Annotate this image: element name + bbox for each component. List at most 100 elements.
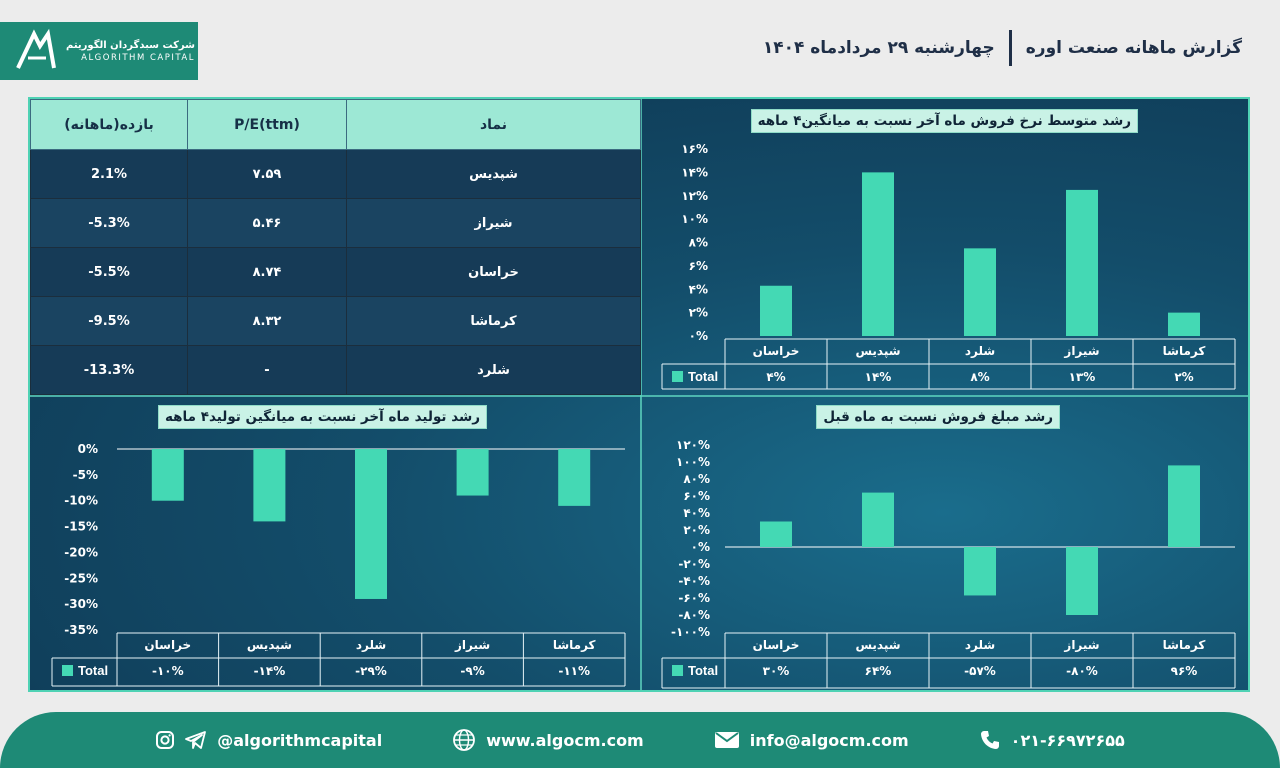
bar — [862, 172, 894, 336]
table-row: -13.3% - شلرد — [30, 345, 641, 395]
y-tick-label: -25% — [64, 571, 98, 585]
divider-vertical — [640, 99, 642, 690]
category-label: شلرد — [356, 638, 386, 652]
y-tick-label: ۱۰۰% — [676, 455, 710, 469]
legend-label: Total — [688, 369, 718, 384]
website-link[interactable]: www.algocm.com — [486, 730, 644, 750]
cell-return: -13.3% — [30, 345, 188, 395]
telegram-icon[interactable] — [185, 730, 207, 750]
data-label: -۸۰% — [1066, 664, 1098, 678]
cell-symbol: خراسان — [346, 247, 641, 297]
footer-phone[interactable]: ۰۲۱-۶۶۹۷۲۶۵۵ — [979, 729, 1125, 751]
cell-return: -5.3% — [30, 198, 188, 248]
y-tick-label: ۰% — [691, 540, 710, 554]
y-tick-label: -20% — [64, 545, 98, 559]
report-title: گزارش ماهانه صنعت اوره — [1025, 38, 1242, 58]
footer-email[interactable]: info@algocm.com — [714, 730, 909, 750]
category-label: شلرد — [965, 344, 995, 358]
data-label: ۴% — [766, 370, 785, 384]
y-tick-label: -۶۰% — [678, 591, 710, 605]
y-tick-label: -۴۰% — [678, 574, 710, 588]
category-label: شیراز — [1063, 638, 1099, 652]
header: گزارش ماهانه صنعت اوره چهارشنبه ۲۹ مرداد… — [763, 30, 1242, 66]
y-tick-label: -5% — [73, 468, 98, 482]
y-tick-label: ۱۶% — [681, 142, 708, 156]
y-tick-label: 0% — [78, 442, 98, 456]
header-symbol: نماد — [346, 99, 641, 150]
bar — [760, 285, 792, 336]
footer-website[interactable]: www.algocm.com — [452, 728, 644, 752]
cell-return: -5.5% — [30, 247, 188, 297]
data-label: -۱۴% — [254, 664, 286, 678]
bar — [964, 547, 996, 596]
logo-icon — [16, 28, 56, 69]
y-tick-label: -۸۰% — [678, 608, 710, 622]
header-return: بازده(ماهانه) — [30, 99, 188, 150]
bar — [1066, 189, 1098, 336]
data-label: -۵۷% — [964, 664, 996, 678]
bar — [456, 449, 489, 496]
category-label: کرماشا — [1163, 344, 1206, 358]
y-tick-label: ۰% — [689, 329, 708, 343]
cell-pe: ۸.۳۲ — [187, 296, 347, 346]
mail-icon — [714, 732, 739, 748]
y-tick-label: -15% — [64, 520, 98, 534]
bar — [964, 248, 996, 336]
chart-title-sales-growth: رشد مبلغ فروش نسبت به ماه قبل — [816, 405, 1060, 429]
chart-title-production-growth: رشد تولید ماه آخر نسبت به میانگین تولید۴… — [158, 405, 488, 429]
data-label: ۱۴% — [865, 370, 892, 384]
data-label: -۱۱% — [558, 664, 590, 678]
chart-title-price-growth: رشد متوسط نرخ فروش ماه آخر نسبت به میانگ… — [750, 109, 1138, 133]
data-label: ۶۴% — [865, 664, 892, 678]
data-label: ۱۳% — [1069, 370, 1096, 384]
y-tick-label: ۶% — [689, 259, 708, 273]
bar — [253, 449, 286, 522]
legend-swatch — [672, 665, 683, 676]
y-tick-label: -۱۰۰% — [671, 625, 710, 639]
table-row: -9.5% ۸.۳۲ کرماشا — [30, 296, 641, 346]
phone-number[interactable]: ۰۲۱-۶۶۹۷۲۶۵۵ — [1010, 730, 1125, 750]
cell-return: 2.1% — [30, 149, 188, 199]
y-tick-label: -30% — [64, 597, 98, 611]
table-row: -5.3% ۵.۴۶ شیراز — [30, 198, 641, 248]
bar — [355, 449, 387, 599]
legend-swatch — [62, 665, 73, 676]
bar — [1168, 465, 1200, 547]
bar — [1066, 547, 1098, 615]
social-handle[interactable]: @algorithmcapital — [217, 730, 383, 750]
legend-swatch — [672, 371, 683, 382]
category-label: شپدیس — [855, 638, 900, 652]
category-label: خراسان — [753, 638, 800, 652]
category-label: کرماشا — [1163, 638, 1206, 652]
bar — [760, 521, 792, 547]
legend-label: Total — [688, 663, 718, 678]
footer-social[interactable]: @algorithmcapital — [155, 730, 382, 750]
cell-pe: ۵.۴۶ — [187, 198, 347, 248]
data-label: ۸% — [970, 370, 989, 384]
phone-icon — [980, 731, 999, 749]
symbols-table: بازده(ماهانه) P/E(ttm) نماد 2.1% ۷.۵۹ شپ… — [30, 99, 641, 395]
report-date: چهارشنبه ۲۹ مردادماه ۱۴۰۴ — [762, 38, 995, 58]
data-label: ۳۰% — [763, 664, 790, 678]
cell-symbol: شیراز — [346, 198, 641, 248]
logo-text-fa: شرکت سبدگردان الگوریتم — [66, 39, 195, 51]
chart-2: ۱۲۰% ۱۰۰% ۸۰% ۶۰% ۴۰% ۲۰% ۰% -۲۰% -۴۰% -۶۰% -۸۰% -۱… — [661, 438, 1236, 689]
table-row: 2.1% ۷.۵۹ شپدیس — [30, 149, 641, 199]
email-link[interactable]: info@algocm.com — [749, 730, 909, 750]
cell-symbol: شلرد — [346, 345, 641, 395]
cell-symbol: کرماشا — [346, 296, 641, 346]
category-label: شلرد — [965, 638, 995, 652]
charts-canvas: ۰% ۲% ۴% ۶% ۸% ۱۰% ۱۲% ۱۴% ۱۶% خراسان ۴% شپدیس ۱۴% شل… — [51, 142, 1236, 689]
y-tick-label: ۱۲% — [681, 189, 708, 203]
logo-text-en: ALGORITHM CAPITAL — [81, 52, 195, 63]
data-label: ۲% — [1174, 370, 1193, 384]
category-label: شپدیس — [247, 638, 292, 652]
instagram-icon[interactable] — [155, 730, 175, 750]
y-tick-label: ۴۰% — [683, 506, 710, 520]
table-row: -5.5% ۸.۷۴ خراسان — [30, 247, 641, 297]
cell-return: -9.5% — [30, 296, 188, 346]
category-label: شیراز — [1063, 344, 1099, 358]
category-label: شیراز — [454, 638, 490, 652]
data-label: ۹۶% — [1171, 664, 1198, 678]
y-tick-label: -35% — [64, 623, 98, 637]
